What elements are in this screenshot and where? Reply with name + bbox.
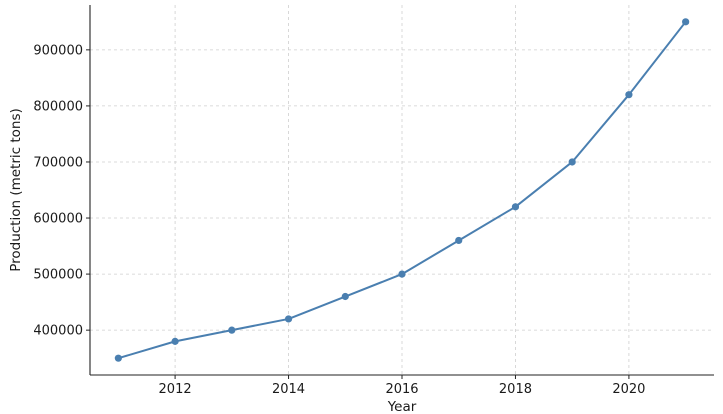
y-tick-label: 700000 [33, 155, 83, 170]
data-point [511, 203, 520, 211]
x-tick-label: 2012 [159, 382, 192, 397]
y-tick-label: 400000 [33, 324, 83, 339]
x-tick-label: 2014 [272, 382, 305, 397]
x-axis-label: Year [387, 399, 417, 414]
data-point [455, 236, 463, 245]
ticks: 2012 2014 2016 2018 2020 400000 500000 600000 70… [33, 43, 645, 397]
x-tick-label: 2016 [385, 382, 418, 397]
data-point [284, 315, 293, 323]
series [114, 18, 690, 362]
x-tick-label: 2018 [499, 382, 532, 397]
grid [90, 5, 714, 375]
data-point [682, 18, 690, 26]
data-point [625, 91, 633, 99]
data-point [398, 270, 406, 278]
y-tick-label: 800000 [33, 99, 83, 114]
y-tick-label: 500000 [33, 268, 83, 283]
data-point [171, 337, 179, 345]
y-tick-label: 600000 [33, 212, 83, 227]
x-tick-label: 2020 [612, 382, 645, 397]
y-axis-label: Production (metric tons) [8, 108, 24, 272]
y-tick-label: 900000 [33, 43, 83, 58]
data-point [114, 354, 122, 362]
data-point [568, 158, 576, 166]
data-point [228, 326, 236, 334]
data-point [341, 292, 349, 301]
